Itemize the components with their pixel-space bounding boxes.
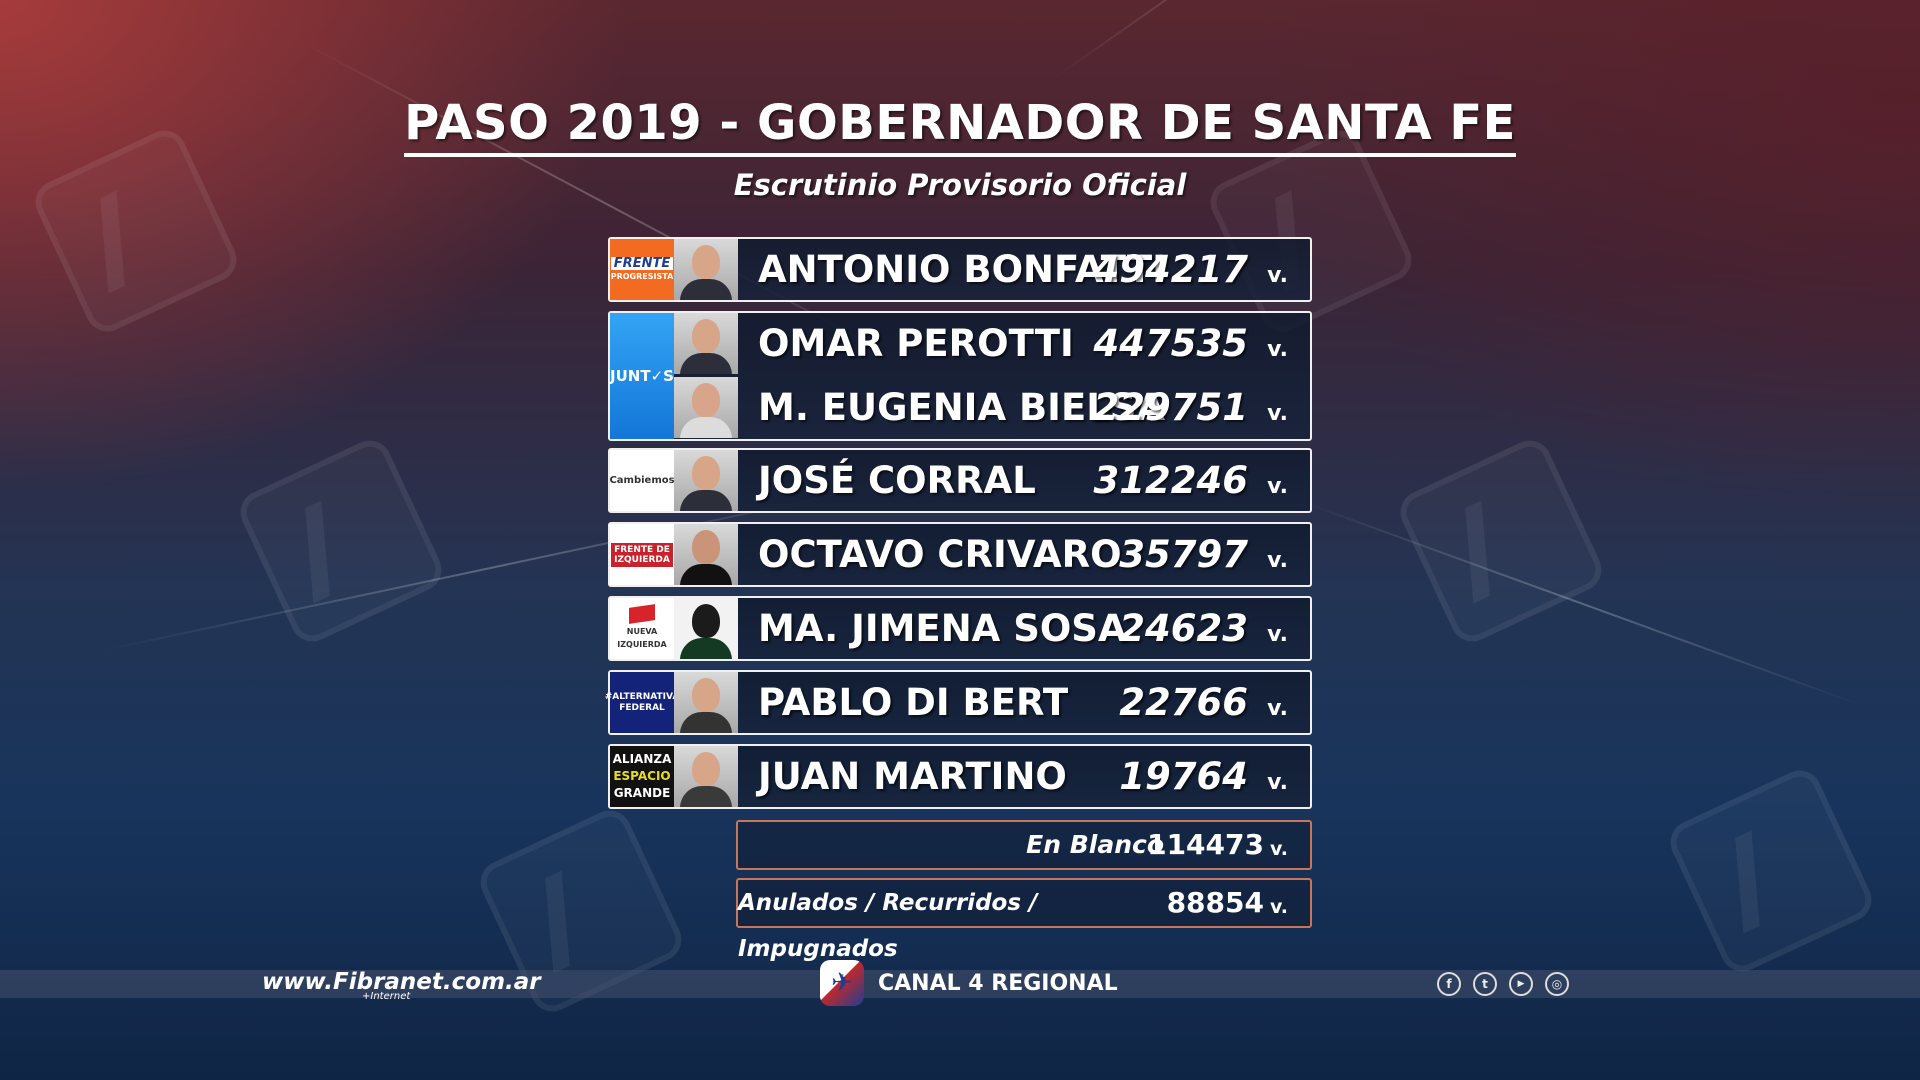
sponsor-url-sub: +Internet	[362, 991, 411, 1002]
sponsor-url: www.Fibranet.com.ar	[262, 969, 541, 995]
votes-suffix: v.	[1267, 337, 1288, 362]
party-logo-text: ESPACIO	[613, 769, 671, 783]
candidate-row: Cambiemos JOSÉ CORRAL 312246 v.	[608, 448, 1312, 513]
party-logo-text: FRENTE	[610, 256, 674, 270]
candidate-row: FRENTE PROGRESISTA ANTONIO BONFATTI 4942…	[608, 237, 1312, 302]
twitter-icon[interactable]: t	[1473, 972, 1497, 996]
party-logo-text: FEDERAL	[619, 702, 665, 713]
candidate-name: OMAR PEROTTI	[758, 322, 1074, 365]
facebook-icon[interactable]: f	[1437, 972, 1461, 996]
candidate-photo	[674, 524, 738, 585]
votes-suffix: v.	[1267, 548, 1288, 573]
void-votes-label: Anulados / Recurridos / Impugnados	[738, 890, 1038, 962]
candidate-photo	[674, 598, 738, 659]
void-votes-value: 88854	[1166, 886, 1264, 919]
candidate-photo	[674, 313, 738, 374]
candidate-votes: 19764	[1119, 755, 1248, 798]
flag-icon	[629, 604, 655, 624]
candidate-photo	[674, 672, 738, 733]
party-logo-frente-progresista: FRENTE PROGRESISTA	[610, 239, 674, 300]
watermark-logo-icon	[1393, 433, 1609, 649]
youtube-icon[interactable]: ▶	[1509, 972, 1533, 996]
candidate-photo	[674, 239, 738, 300]
votes-suffix: v.	[1269, 896, 1288, 918]
candidate-row: ALIANZA ESPACIO GRANDE JUAN MARTINO 1976…	[608, 744, 1312, 809]
votes-suffix: v.	[1267, 622, 1288, 647]
candidate-name: JUAN MARTINO	[758, 755, 1067, 798]
party-logo-text: IZQUIERDA	[614, 554, 670, 565]
votes-suffix: v.	[1267, 770, 1288, 795]
background-streak	[1049, 0, 1543, 82]
party-logo-text: #ALTERNATIVA	[604, 691, 680, 702]
party-logo-text: FRENTE DE	[614, 544, 670, 555]
watermark-logo-icon	[1663, 763, 1879, 979]
candidate-row: NUEVA IZQUIERDA MA. JIMENA SOSA 24623 v.	[608, 596, 1312, 661]
candidate-name: OCTAVO CRIVARO	[758, 533, 1122, 576]
instagram-icon[interactable]: ◎	[1545, 972, 1569, 996]
candidate-name: ANTONIO BONFATTI	[758, 248, 1166, 291]
watermark-logo-icon	[28, 123, 244, 339]
blank-votes-label: En Blanco	[1026, 830, 1164, 859]
party-logo-nueva-izquierda: NUEVA IZQUIERDA	[610, 598, 674, 659]
candidate-votes: 312246	[1093, 459, 1248, 502]
candidate-name: PABLO DI BERT	[758, 681, 1069, 724]
blank-votes-row: En Blanco 114473 v.	[736, 820, 1312, 870]
candidate-name: MA. JIMENA SOSA	[758, 607, 1127, 650]
channel-name: CANAL 4 REGIONAL	[878, 971, 1118, 996]
party-logo-juntos: JUNT✓S	[610, 313, 674, 439]
party-logo-alternativa-federal: #ALTERNATIVA FEDERAL	[605, 672, 679, 733]
party-logo-text: Cambiemos	[609, 475, 675, 486]
void-votes-row: Anulados / Recurridos / Impugnados 88854…	[736, 878, 1312, 962]
canal-4-logo-icon: ✈	[820, 960, 864, 1006]
party-logo-text: PROGRESISTA	[610, 271, 674, 281]
votes-suffix: v.	[1267, 263, 1288, 288]
party-logo-cambiemos: Cambiemos	[609, 450, 675, 511]
candidate-votes: 494217	[1093, 248, 1248, 291]
party-logo-frente-izquierda: FRENTE DE IZQUIERDA	[610, 524, 674, 585]
party-logo-text: GRANDE	[613, 786, 671, 800]
votes-suffix: v.	[1267, 401, 1288, 426]
candidate-votes: 24623	[1119, 607, 1248, 650]
candidate-row: FRENTE DE IZQUIERDA OCTAVO CRIVARO 35797…	[608, 522, 1312, 587]
candidate-photo	[674, 746, 738, 807]
candidate-photo	[674, 377, 738, 438]
candidate-votes: 229751	[1093, 386, 1248, 429]
footer-bar	[0, 970, 1920, 998]
votes-suffix: v.	[1267, 696, 1288, 721]
party-logo-alianza-espacio-grande: ALIANZA ESPACIO GRANDE	[610, 746, 674, 807]
candidate-name: M. EUGENIA BIELSA	[758, 386, 1166, 429]
candidate-votes: 22766	[1119, 681, 1248, 724]
blank-votes-value: 114473	[1147, 828, 1264, 861]
candidate-row-group: JUNT✓S OMAR PEROTTI 447535 v. M. EUGENIA…	[608, 311, 1312, 441]
candidate-votes: 35797	[1119, 533, 1248, 576]
votes-suffix: v.	[1267, 474, 1288, 499]
candidate-name: JOSÉ CORRAL	[758, 459, 1036, 502]
page-subtitle: Escrutinio Provisorio Oficial	[733, 168, 1187, 202]
party-logo-text: NUEVA IZQUIERDA	[617, 627, 667, 649]
candidate-row: #ALTERNATIVA FEDERAL PABLO DI BERT 22766…	[605, 670, 1312, 735]
candidate-votes: 447535	[1093, 322, 1248, 365]
party-logo-text: ALIANZA	[612, 752, 672, 766]
page-title: PASO 2019 - GOBERNADOR DE SANTA FE	[0, 95, 1920, 157]
candidate-photo	[674, 450, 738, 511]
party-logo-text: JUNT✓S	[610, 366, 674, 385]
votes-suffix: v.	[1269, 838, 1288, 860]
